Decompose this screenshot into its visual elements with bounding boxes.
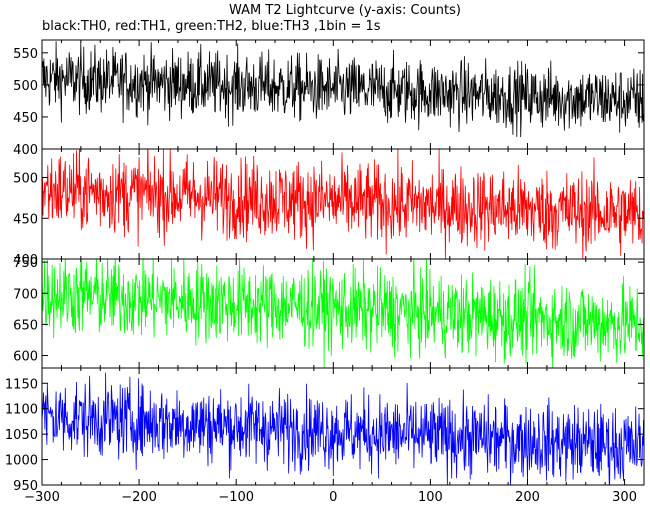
y-tick-label: 450 (13, 212, 38, 227)
y-tick-label: 1050 (5, 428, 38, 443)
y-tick-label: 400 (13, 143, 38, 158)
chart-subtitle: black:TH0, red:TH1, green:TH2, blue:TH3 … (42, 19, 381, 34)
panel-3: 950 1000 1050 1100 1150 −300 −200 −100 0 100 200 30… (5, 367, 645, 505)
series-line-th0 (42, 41, 644, 138)
series-line-th2 (42, 259, 644, 368)
y-tick-label: 1100 (5, 403, 38, 418)
y-tick-label: 700 (13, 287, 38, 302)
x-tick-label: −200 (121, 490, 157, 505)
y-tick-label: 550 (13, 47, 38, 62)
y-tick-label: 400 (13, 253, 38, 268)
y-tick-label: 950 (13, 479, 38, 494)
y-tick-label: 650 (13, 318, 38, 333)
y-tick-label: 600 (13, 350, 38, 365)
panel-frame (41, 367, 645, 486)
chart-title: WAM T2 Lightcurve (y-axis: Counts) (229, 3, 461, 18)
y-tick-label: 450 (13, 111, 38, 126)
x-tick-label: −100 (218, 490, 254, 505)
x-tick-label: 200 (515, 490, 540, 505)
x-tick-label: 300 (612, 490, 637, 505)
x-tick-label: 0 (329, 490, 337, 505)
y-tick-label: 500 (13, 172, 38, 187)
y-tick-label: 750 (13, 256, 38, 271)
y-tick-label: 1000 (5, 454, 38, 469)
x-tick-label: 100 (418, 490, 443, 505)
panels: 4004505005504004505006006507007509501000… (5, 39, 645, 505)
panel-0: 400 450 500 550 (13, 39, 645, 158)
x-tick-label: −300 (24, 490, 60, 505)
y-tick-label: 500 (13, 79, 38, 94)
panel-2: 600 650 700 750 (13, 256, 645, 369)
panel-1: 400 450 500 (13, 148, 645, 268)
series-line-th3 (42, 372, 644, 485)
y-tick-label: 1150 (5, 377, 38, 392)
series-line-th1 (42, 149, 644, 259)
